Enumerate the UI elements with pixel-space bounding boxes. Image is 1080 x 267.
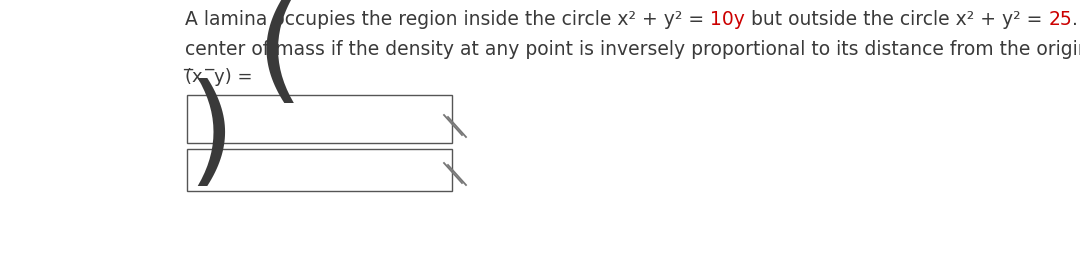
Text: 10y: 10y [711,10,745,29]
Text: . Find the: . Find the [1072,10,1080,29]
Text: ): ) [187,78,234,195]
Text: (̅x, ̅y) =: (̅x, ̅y) = [185,68,253,86]
Bar [187,95,453,143]
Text: (: ( [255,0,302,112]
Text: 25: 25 [1049,10,1072,29]
Text: center of mass if the density at any point is inversely proportional to its dist: center of mass if the density at any poi… [185,40,1080,59]
Text: but outside the circle x² + y² =: but outside the circle x² + y² = [745,10,1049,29]
Bar [187,149,453,191]
Text: A lamina occupies the region inside the circle x² + y² =: A lamina occupies the region inside the … [185,10,711,29]
